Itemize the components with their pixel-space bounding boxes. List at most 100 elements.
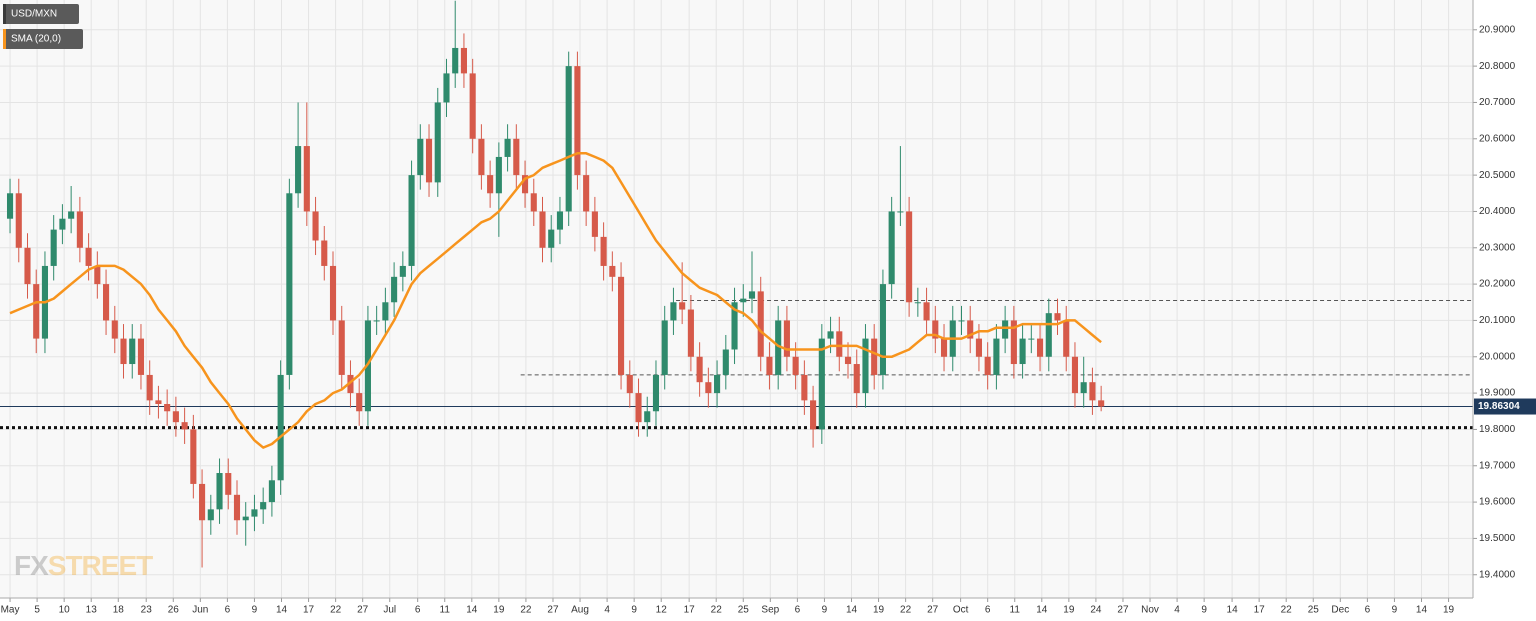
candle-body [862, 338, 869, 394]
x-tick-label: 14 [466, 605, 478, 616]
y-tick-label: 19.8000 [1479, 424, 1516, 435]
candle-body [1098, 400, 1105, 407]
candle-body [940, 338, 948, 357]
candle-body [417, 138, 424, 176]
x-tick-label: 14 [276, 605, 288, 616]
y-tick-label: 19.6000 [1479, 497, 1516, 508]
candle-body [609, 265, 616, 277]
candle-body [443, 73, 450, 103]
x-tick-label: Dec [1331, 605, 1349, 616]
candle-body [661, 320, 668, 375]
candle-body [914, 302, 921, 304]
candle-body [1036, 338, 1044, 357]
candle-body [164, 403, 171, 412]
candle-body [260, 502, 267, 510]
x-tick-label: 25 [738, 605, 750, 616]
candle-body [574, 66, 581, 176]
candle-body [1071, 356, 1079, 394]
candle-body [844, 356, 852, 365]
candle-body [644, 411, 651, 423]
candle-body [251, 509, 258, 517]
x-tick-label: 24 [1090, 605, 1102, 616]
candle-body [33, 284, 40, 339]
candle-body [818, 338, 825, 430]
x-tick-label: Aug [571, 605, 589, 616]
candle-body [199, 483, 206, 521]
x-tick-label: 11 [1010, 605, 1021, 616]
candle-body [1089, 382, 1096, 401]
candle-body [6, 193, 14, 219]
candle-body [312, 211, 319, 241]
candle-body [111, 320, 118, 339]
y-tick-label: 19.4000 [1479, 569, 1516, 580]
x-tick-label: 23 [141, 605, 153, 616]
candle-body [871, 338, 878, 375]
y-tick-label: 20.4000 [1479, 206, 1516, 217]
candle-body [382, 302, 389, 321]
y-tick-label: 20.0000 [1479, 351, 1516, 362]
legend-label: USD/MXN [11, 9, 57, 20]
legend-box [3, 4, 79, 24]
candle-body [85, 247, 92, 266]
candle-body [530, 193, 537, 212]
candle-body [906, 211, 913, 303]
candle-body [748, 291, 756, 299]
x-tick-label: 22 [520, 605, 532, 616]
candle-body [399, 265, 406, 277]
candle-body [356, 393, 363, 412]
x-tick-label: 12 [656, 605, 668, 616]
candle-body [975, 338, 982, 357]
x-tick-label: Jul [383, 605, 396, 616]
candle-body [984, 356, 991, 375]
candle-body [137, 338, 145, 375]
candle-body [129, 338, 136, 365]
x-tick-label: 6 [795, 605, 801, 616]
candle-body [1045, 313, 1052, 357]
candle-body [670, 302, 677, 321]
candle-body [801, 374, 808, 401]
candle-body [1010, 320, 1017, 365]
candle-body [268, 480, 275, 503]
price-label-box [1474, 398, 1536, 415]
candle-body [373, 320, 380, 322]
y-tick-label: 19.9000 [1479, 388, 1516, 399]
candle-body [1063, 320, 1070, 357]
candle-body [225, 473, 232, 495]
price-label: 19.86304 [1478, 401, 1520, 412]
candle-body [600, 236, 607, 266]
legend-swatch [3, 4, 6, 24]
x-tick-label: 10 [59, 605, 71, 616]
candle-body [504, 138, 511, 157]
y-tick-label: 20.9000 [1479, 24, 1516, 35]
candle-body [897, 211, 904, 213]
legend-swatch [3, 29, 6, 49]
candle-body [425, 138, 433, 183]
x-tick-label: 6 [415, 605, 421, 616]
x-tick-label: 9 [1201, 605, 1207, 616]
y-tick-label: 20.5000 [1479, 170, 1516, 181]
candle-body [993, 338, 1000, 375]
candle-body [242, 516, 249, 521]
x-tick-label: 6 [1365, 605, 1371, 616]
candle-body [513, 138, 520, 176]
x-tick-label: 4 [604, 605, 610, 616]
candle-body [1019, 338, 1026, 365]
candle-body [792, 356, 799, 375]
candle-body [618, 276, 625, 375]
x-tick-label: 22 [711, 605, 723, 616]
x-tick-label: 14 [1227, 605, 1239, 616]
candle-body [277, 374, 284, 481]
logo-right: STREET [48, 550, 153, 581]
candle-body [146, 374, 153, 401]
y-tick-label: 20.6000 [1479, 133, 1516, 144]
candle-body [15, 193, 22, 248]
candle-body [478, 138, 485, 176]
x-tick-label: Nov [1141, 605, 1159, 616]
x-tick-label: 18 [113, 605, 125, 616]
x-tick-label: 17 [303, 605, 315, 616]
sma-line [9, 152, 1102, 449]
y-tick-label: 20.3000 [1479, 242, 1516, 253]
candle-body [103, 284, 110, 321]
x-tick-label: 14 [846, 605, 858, 616]
